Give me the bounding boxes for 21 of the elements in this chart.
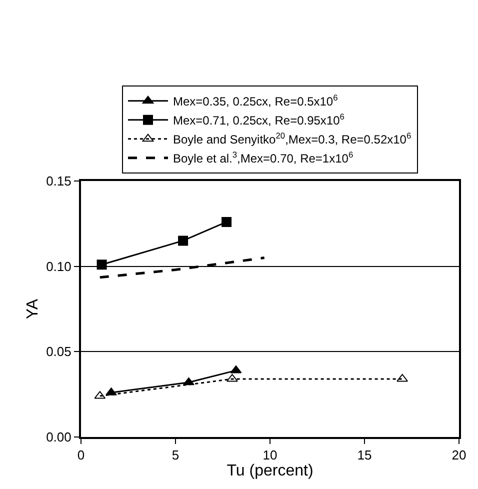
legend-label: Mex=0.35, 0.25cx, Re=0.5x10$^{6}$ xyxy=(173,92,338,108)
legend-label: Mex=0.71, 0.25cx, Re=0.95x10$^{6}$ xyxy=(173,111,345,128)
x-tick-label: 10 xyxy=(262,448,278,463)
y-tick-label: 0.00 xyxy=(46,430,72,445)
point xyxy=(230,365,242,374)
point xyxy=(226,374,238,382)
point xyxy=(178,236,188,246)
x-tick-label: 15 xyxy=(357,448,372,463)
y-axis-title: YA xyxy=(24,298,42,320)
legend-label: Boyle et al.$^{3}$,Mex=0.70, Re=1x10$^{6}$ xyxy=(173,149,354,166)
point xyxy=(222,216,232,227)
x-tick-label: 0 xyxy=(77,448,85,463)
x-axis-title: Tu (percent) xyxy=(226,462,314,480)
y-tick-label: 0.05 xyxy=(46,344,72,360)
point xyxy=(396,374,408,382)
y-tick-label: 0.10 xyxy=(46,258,72,274)
y-tick-label: 0.15 xyxy=(46,174,72,189)
legend-label: Boyle and Senyitko$^{20}$,Mex=0.3, Re=0.52x10$^{6}$ xyxy=(173,130,412,146)
x-tick-label: 5 xyxy=(172,448,180,463)
x-tick-label: 20 xyxy=(452,448,466,463)
point xyxy=(96,260,107,270)
